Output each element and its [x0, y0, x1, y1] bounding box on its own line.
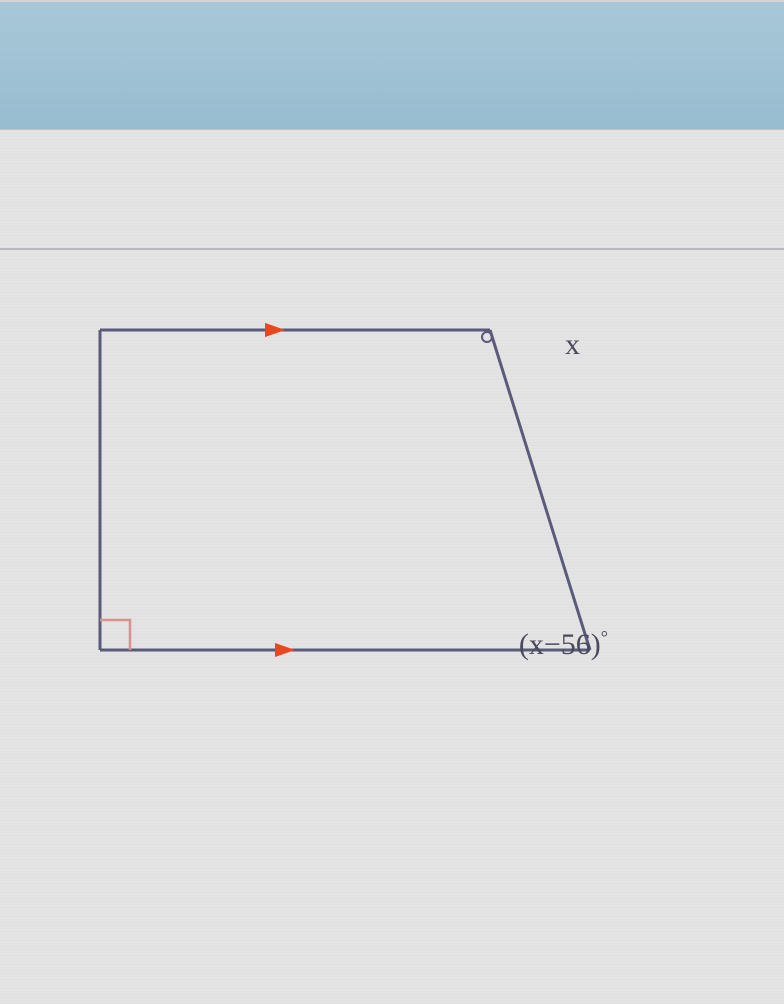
top-parallel-arrow-shape	[265, 323, 285, 337]
top-bar	[0, 0, 784, 130]
bottom-parallel-arrow	[275, 643, 295, 657]
degree-symbol: °	[601, 627, 608, 647]
bottom-angle-label: (x−56)°	[519, 627, 608, 662]
degree-circle-top	[482, 332, 492, 342]
right-side	[490, 330, 590, 650]
content-area: x (x−56)°	[0, 130, 784, 1004]
top-angle-text: x	[565, 328, 580, 361]
trapezoid-diagram: x (x−56)°	[90, 320, 640, 700]
bottom-angle-text: (x−56)	[519, 628, 601, 661]
divider-line	[0, 248, 784, 250]
top-angle-label: x	[565, 328, 580, 362]
right-angle-marker	[100, 620, 130, 650]
